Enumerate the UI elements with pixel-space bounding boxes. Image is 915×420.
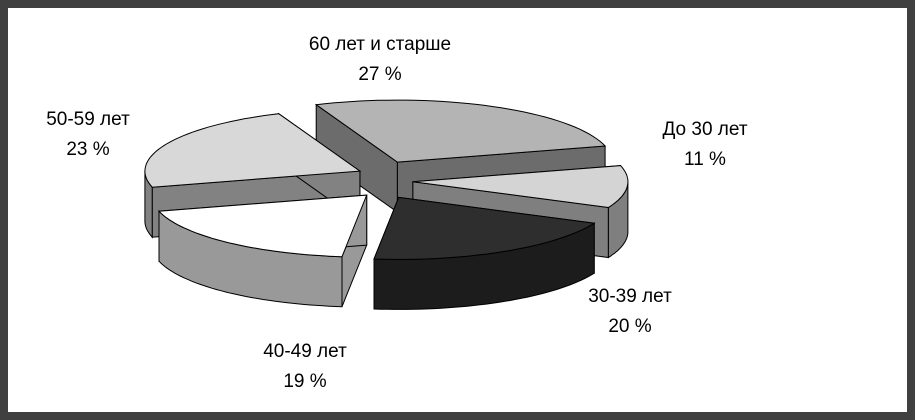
- slice-label: 60 лет и старше: [309, 34, 451, 55]
- slice: [412, 165, 629, 209]
- slice-label: 50-59 лет: [46, 109, 130, 130]
- slice: [144, 113, 362, 188]
- slice-label: 40-49 лет: [263, 341, 347, 362]
- slice: [157, 194, 368, 258]
- slice-value-label: 20 %: [608, 316, 651, 337]
- slice-label: 30-39 лет: [588, 286, 672, 307]
- slice: [373, 196, 596, 260]
- slice-value-label: 19 %: [283, 371, 326, 392]
- slice-value-label: 11 %: [684, 149, 726, 170]
- slice-label: До 30 лет: [662, 119, 747, 140]
- slice-value-label: 27 %: [358, 64, 401, 85]
- slice-value-label: 23 %: [66, 139, 109, 160]
- slice: [314, 99, 607, 163]
